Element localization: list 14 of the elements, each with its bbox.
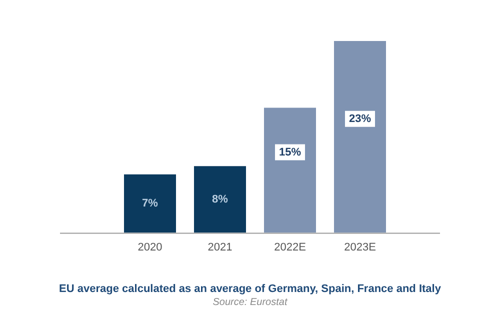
bar: [194, 166, 246, 233]
text: EU average calculated as an average of Germany, Spain, France and Italy: [58, 283, 442, 295]
data-label: 23%: [348, 112, 372, 125]
x-tick-label: 2020: [138, 241, 162, 254]
data-label: 15%: [278, 146, 302, 158]
x-tick-label: 2021: [208, 241, 232, 254]
x-tick-label: 2023E: [344, 241, 376, 254]
bar: [264, 108, 316, 233]
data-label: 7%: [142, 198, 158, 210]
data-label: 8%: [212, 193, 228, 206]
x-tick-label: 2022E: [274, 241, 306, 254]
source-note: Source: Eurostat: [212, 297, 288, 308]
bar: [124, 174, 176, 233]
bar: [334, 41, 386, 233]
